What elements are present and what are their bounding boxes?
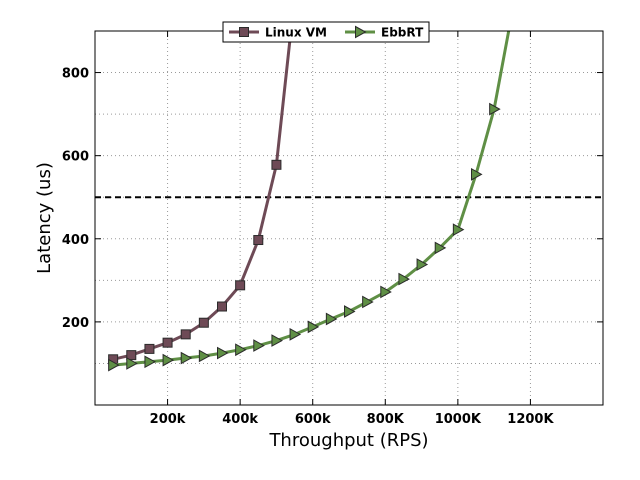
data-point [144,355,156,369]
y-tick-label: 400 [62,233,89,248]
data-point [180,329,191,340]
data-point [271,159,282,170]
series-line [112,31,293,361]
series-layer [108,31,511,372]
legend-box [222,21,430,43]
data-point [489,102,501,116]
legend: Linux VM EbbRT [222,21,430,43]
x-tick-label: 400k [222,412,258,427]
data-point [162,353,175,367]
data-point [198,349,211,363]
data-point [434,241,447,255]
data-point [180,351,193,365]
plot-frame [94,30,604,406]
data-point [416,258,429,271]
grid-lines [95,31,603,405]
data-point [307,320,320,334]
y-axis-label: Latency (us) [34,162,55,274]
y-tick-label: 800 [62,67,89,82]
series-ebbrt [108,31,511,372]
data-point [380,285,392,299]
data-point [235,280,246,291]
data-point [144,343,155,354]
data-point [471,168,483,181]
x-tick-label: 800K [367,412,405,427]
legend-label: Linux VM [265,26,327,40]
data-point [325,312,338,326]
data-point [198,317,209,328]
data-point [271,334,283,347]
data-point [126,350,137,361]
data-point [344,305,356,318]
x-tick-label: 1000K [435,412,482,427]
data-point [289,328,302,341]
legend-marker [239,27,249,37]
legend-marker [355,25,367,39]
data-point [235,343,247,357]
data-point [253,235,264,246]
x-axis-label: Throughput (RPS) [268,430,428,451]
data-point [108,358,120,372]
data-point [162,337,173,348]
x-tick-label: 200k [150,412,186,427]
y-tick-label: 200 [62,316,89,331]
legend-label: EbbRT [381,26,424,40]
data-point [217,346,229,360]
data-point [253,339,265,352]
axis-ticks: 200k 400k 600k 800K 1000K 1200K 200 400 600 800 [62,31,603,427]
data-point [398,272,410,286]
data-point [452,223,465,236]
data-point [126,357,138,370]
data-point [217,301,227,312]
data-point [362,295,374,309]
y-tick-label: 600 [62,150,89,165]
x-tick-label: 1200K [507,412,554,427]
x-tick-label: 600k [295,412,331,427]
